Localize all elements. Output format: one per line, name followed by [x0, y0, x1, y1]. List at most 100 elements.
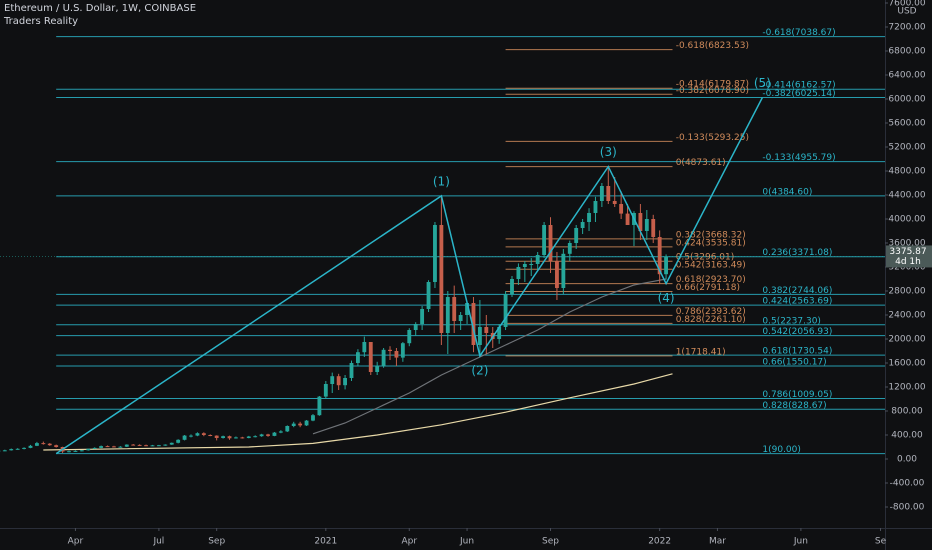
- candle-body: [555, 261, 559, 288]
- candle-body: [169, 442, 174, 445]
- candle-body: [510, 279, 514, 294]
- candle-body: [79, 450, 84, 452]
- fib-label: 0.66(2791.18): [676, 283, 740, 293]
- candle-body: [548, 225, 553, 261]
- candle-body: [54, 445, 59, 447]
- y-tick-label: 2800.00: [888, 287, 925, 297]
- candle-body: [246, 436, 251, 438]
- candle-body: [394, 351, 399, 358]
- fib-label: 0.618(1730.54): [762, 347, 832, 357]
- candle-body: [259, 434, 264, 437]
- candle-body: [156, 445, 161, 447]
- wave-label: (1): [433, 174, 450, 188]
- candle-body: [304, 420, 309, 426]
- candle-body: [176, 439, 181, 443]
- candle-body: [144, 445, 148, 447]
- fib-label: 0.424(3535.81): [676, 238, 746, 248]
- x-tick-label: Jun: [793, 537, 808, 547]
- x-tick-label: Jul: [152, 537, 164, 547]
- candle-body: [195, 433, 200, 436]
- candle-body: [227, 436, 232, 439]
- fib-label: 0(4384.60): [762, 187, 812, 197]
- candle-body: [137, 444, 142, 446]
- plot-area: -0.618(7038.67) -0.414(6162.57)-0.382(602…: [0, 28, 885, 455]
- symbol-title: Ethereum / U.S. Dollar, 1W, COINBASE: [4, 3, 197, 14]
- candle-body: [47, 443, 52, 446]
- candle-body: [22, 447, 27, 449]
- candle-body: [375, 366, 380, 372]
- candle-body: [253, 436, 258, 438]
- fib-label: 0.828(2261.10): [676, 315, 746, 325]
- candle-body: [112, 446, 116, 448]
- candle-body: [201, 433, 206, 435]
- countdown-label: 4d 1h: [895, 257, 921, 267]
- y-tick-label: 1200.00: [888, 383, 925, 393]
- x-tick-label: Sep: [208, 537, 225, 547]
- candle-body: [323, 384, 328, 397]
- candle-body: [105, 446, 110, 448]
- candle-body: [92, 447, 97, 449]
- x-tick-label: Mar: [709, 537, 726, 547]
- moving-average: [43, 373, 673, 451]
- y-tick-label: 5200.00: [888, 143, 925, 153]
- candle-body: [336, 376, 341, 386]
- candle-body: [445, 297, 450, 333]
- x-tick-label: 2021: [314, 537, 337, 547]
- candle-body: [625, 213, 630, 225]
- y-tick-label: 4000.00: [888, 215, 925, 225]
- candle-body: [612, 201, 617, 204]
- candle-body: [317, 396, 322, 416]
- y-tick-label: 0.00: [897, 455, 917, 465]
- y-tick-label: 2000.00: [888, 335, 925, 345]
- y-tick-label: 3200.00: [888, 263, 925, 273]
- candle-body: [291, 423, 296, 426]
- fib-label: -0.618(6823.53): [676, 41, 749, 51]
- candle-body: [368, 342, 373, 372]
- y-tick-label: 5600.00: [888, 119, 925, 129]
- candle-body: [516, 267, 521, 279]
- last-price-label: 3375.87: [889, 247, 926, 257]
- fib-label: 0.382(3668.32): [676, 230, 746, 240]
- wave-label: (2): [471, 363, 488, 377]
- candle-body: [278, 431, 283, 433]
- candle-body: [407, 330, 412, 344]
- x-tick-label: Jun: [459, 537, 474, 547]
- fib-label: 1(90.00): [762, 445, 801, 455]
- indicator-name: Traders Reality: [4, 16, 79, 27]
- candle-body: [118, 446, 123, 448]
- candle-body: [529, 264, 534, 265]
- x-tick-label: Se: [875, 537, 887, 547]
- candle-body: [9, 449, 14, 451]
- candle-body: [471, 303, 476, 345]
- candle-body: [362, 342, 367, 353]
- candle-body: [657, 237, 662, 275]
- candle-body: [330, 376, 335, 384]
- y-tick-label: 3600.00: [888, 239, 925, 249]
- candle-body: [99, 446, 104, 448]
- fib-label: 0.828(828.67): [762, 401, 826, 411]
- candle-body: [34, 443, 39, 446]
- candle-body: [240, 437, 245, 439]
- candle-body: [522, 264, 527, 267]
- candle-body: [2, 450, 7, 452]
- candle-body: [587, 213, 591, 222]
- candle-body: [355, 352, 360, 363]
- candle-body: [28, 445, 33, 448]
- candle-body: [266, 434, 270, 436]
- y-tick-label: -400.00: [890, 479, 925, 489]
- candle-body: [400, 343, 405, 358]
- candle-body: [311, 415, 315, 421]
- candle-body: [208, 435, 213, 436]
- candle-body: [458, 315, 463, 321]
- fib-label: 0.5(3296.01): [676, 253, 735, 263]
- candle-body: [484, 327, 489, 333]
- candle-body: [388, 349, 392, 351]
- fib-label: 1(1718.41): [676, 347, 726, 357]
- currency-label: USD: [897, 7, 916, 17]
- candle-body: [433, 225, 437, 282]
- candle-body: [349, 363, 354, 378]
- fib-label: -0.414(6179.87): [676, 80, 749, 90]
- y-tick-label: 4800.00: [888, 167, 925, 177]
- fib-label: -0.382(6025.14): [762, 89, 835, 99]
